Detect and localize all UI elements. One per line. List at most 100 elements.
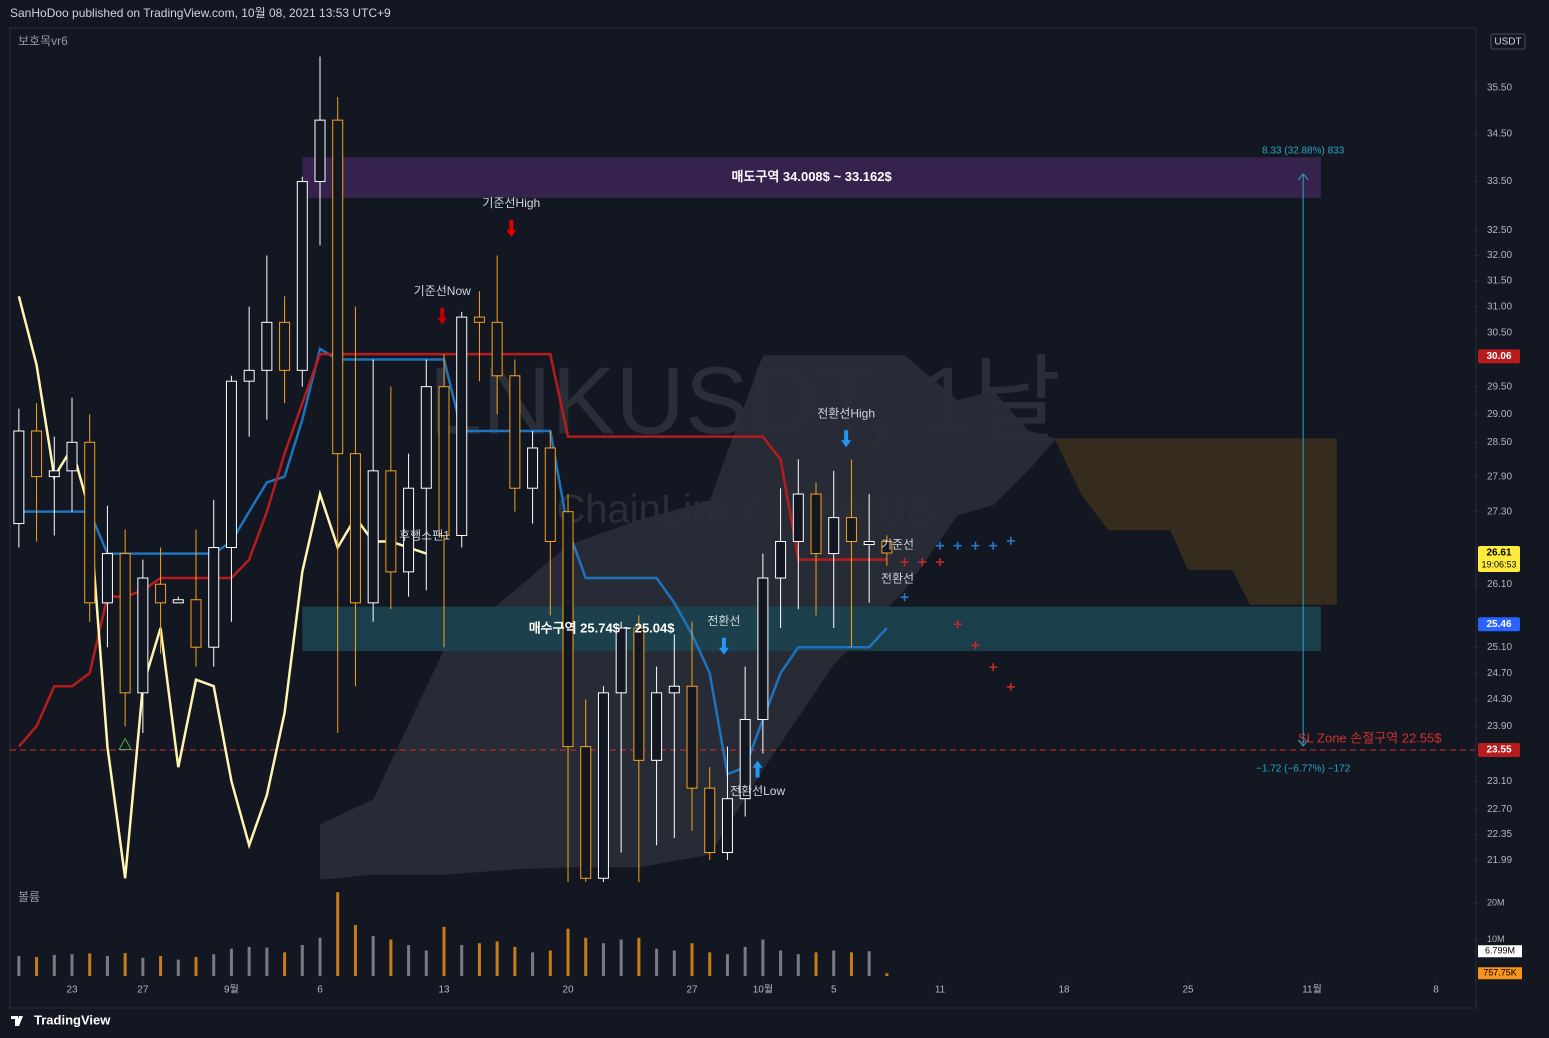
annotation: 기준선 [881,537,914,551]
volume-bar [814,952,818,976]
plus-marker [900,593,909,602]
plus-marker [989,541,998,550]
price-label: 30.06 [1486,351,1511,362]
indicator-label: 보호목vr6 [18,34,68,48]
volume-bar [123,953,127,976]
volume-bar [761,939,765,976]
arrow [506,219,517,237]
volume-bar [672,950,676,976]
volume-bar [832,950,836,976]
candle-body [172,599,184,604]
y-tick-label: 31.00 [1487,301,1512,312]
x-tick-label: 27 [137,985,149,996]
plus-marker [900,558,909,567]
candle-body [562,511,574,748]
volume-label-box [1478,945,1522,958]
logo[interactable]: TradingView [11,1012,111,1027]
y-tick-label: 22.70 [1487,804,1512,815]
volume-bar [318,937,322,976]
candle-body [314,119,326,183]
volume-bar [601,943,605,976]
volume-bar [229,948,233,976]
currency-box[interactable] [1490,33,1526,50]
candle-body [491,321,503,377]
candle-body [332,119,344,455]
x-tick-label: 13 [438,985,450,996]
candle-body [13,430,25,525]
volume-bar [513,946,517,976]
y-tick-label: 28.50 [1487,437,1512,448]
y-tick-label: 35.50 [1487,83,1512,94]
plus-marker [1006,682,1015,691]
volume-bar [35,957,39,976]
candle-body [739,718,751,800]
volume-tick-label: 20M [1487,898,1505,908]
candle-body [385,470,397,573]
candle-body [155,583,167,604]
annotation: 기준선Now [414,284,471,298]
candle-body [863,540,875,546]
y-tick-label: 27.90 [1487,471,1512,482]
candle-body [633,627,645,761]
volume-bar [52,954,56,976]
volume-bar [283,952,287,976]
y-tick-label: 33.50 [1487,176,1512,187]
candle-body [845,517,857,542]
volume-bar [247,946,251,976]
volume-bar [725,954,729,976]
candle-body [31,430,43,478]
volume-bar [336,892,340,976]
plus-marker [936,541,945,550]
volume-bar [637,937,641,976]
volume-bar [584,937,588,976]
candle-body [757,577,769,720]
price-label: 25.46 [1486,619,1511,630]
candle-body [261,321,273,371]
candle-body [615,627,627,694]
y-tick-label: 34.50 [1487,129,1512,140]
logo-mark[interactable] [11,1016,23,1026]
plus-marker [1006,536,1015,545]
volume-bar [141,957,145,976]
volume-bar [424,950,428,976]
plus-marker [918,558,927,567]
x-tick-label: 11월 [1302,984,1322,996]
x-tick-label: 23 [66,985,78,996]
volume-bar [194,957,198,976]
y-tick-label: 30.50 [1487,328,1512,339]
arrow [718,637,729,655]
price-countdown: 19:06:53 [1481,559,1516,569]
volume-bar [159,955,163,976]
volume-label: 볼륨 [18,890,40,904]
candle-body [48,470,60,478]
volume-bar [867,951,871,976]
candle-body [438,386,450,536]
volume-bar [655,948,659,976]
candle-body [509,375,521,489]
volume-bar [796,954,800,976]
candle-body [119,553,131,694]
zone [302,606,1321,652]
volume-bar [885,973,889,976]
footer[interactable]: TradingView [34,1012,111,1027]
plus-marker [953,620,962,629]
candle-body [544,447,556,542]
plus-marker [989,663,998,672]
candle-body [101,553,113,604]
zone-label: 매수구역 25.74$ ~ 25.04$ [529,620,676,635]
zone [302,157,1321,198]
currency[interactable]: USDT [1494,37,1521,48]
volume-bar [176,959,180,976]
plus-marker [936,558,945,567]
annotation: 전환선High [817,406,875,420]
candle-body [651,692,663,761]
candle-body [456,316,468,536]
measure-label: 8.33 (32.88%) 833 [1262,146,1345,157]
candle-body [208,547,220,648]
volume-bar [300,945,304,976]
volume-tick-label: 10M [1487,934,1505,944]
volume-label-box [1478,967,1522,980]
volume-bar [442,926,446,976]
candle-body [721,798,733,854]
